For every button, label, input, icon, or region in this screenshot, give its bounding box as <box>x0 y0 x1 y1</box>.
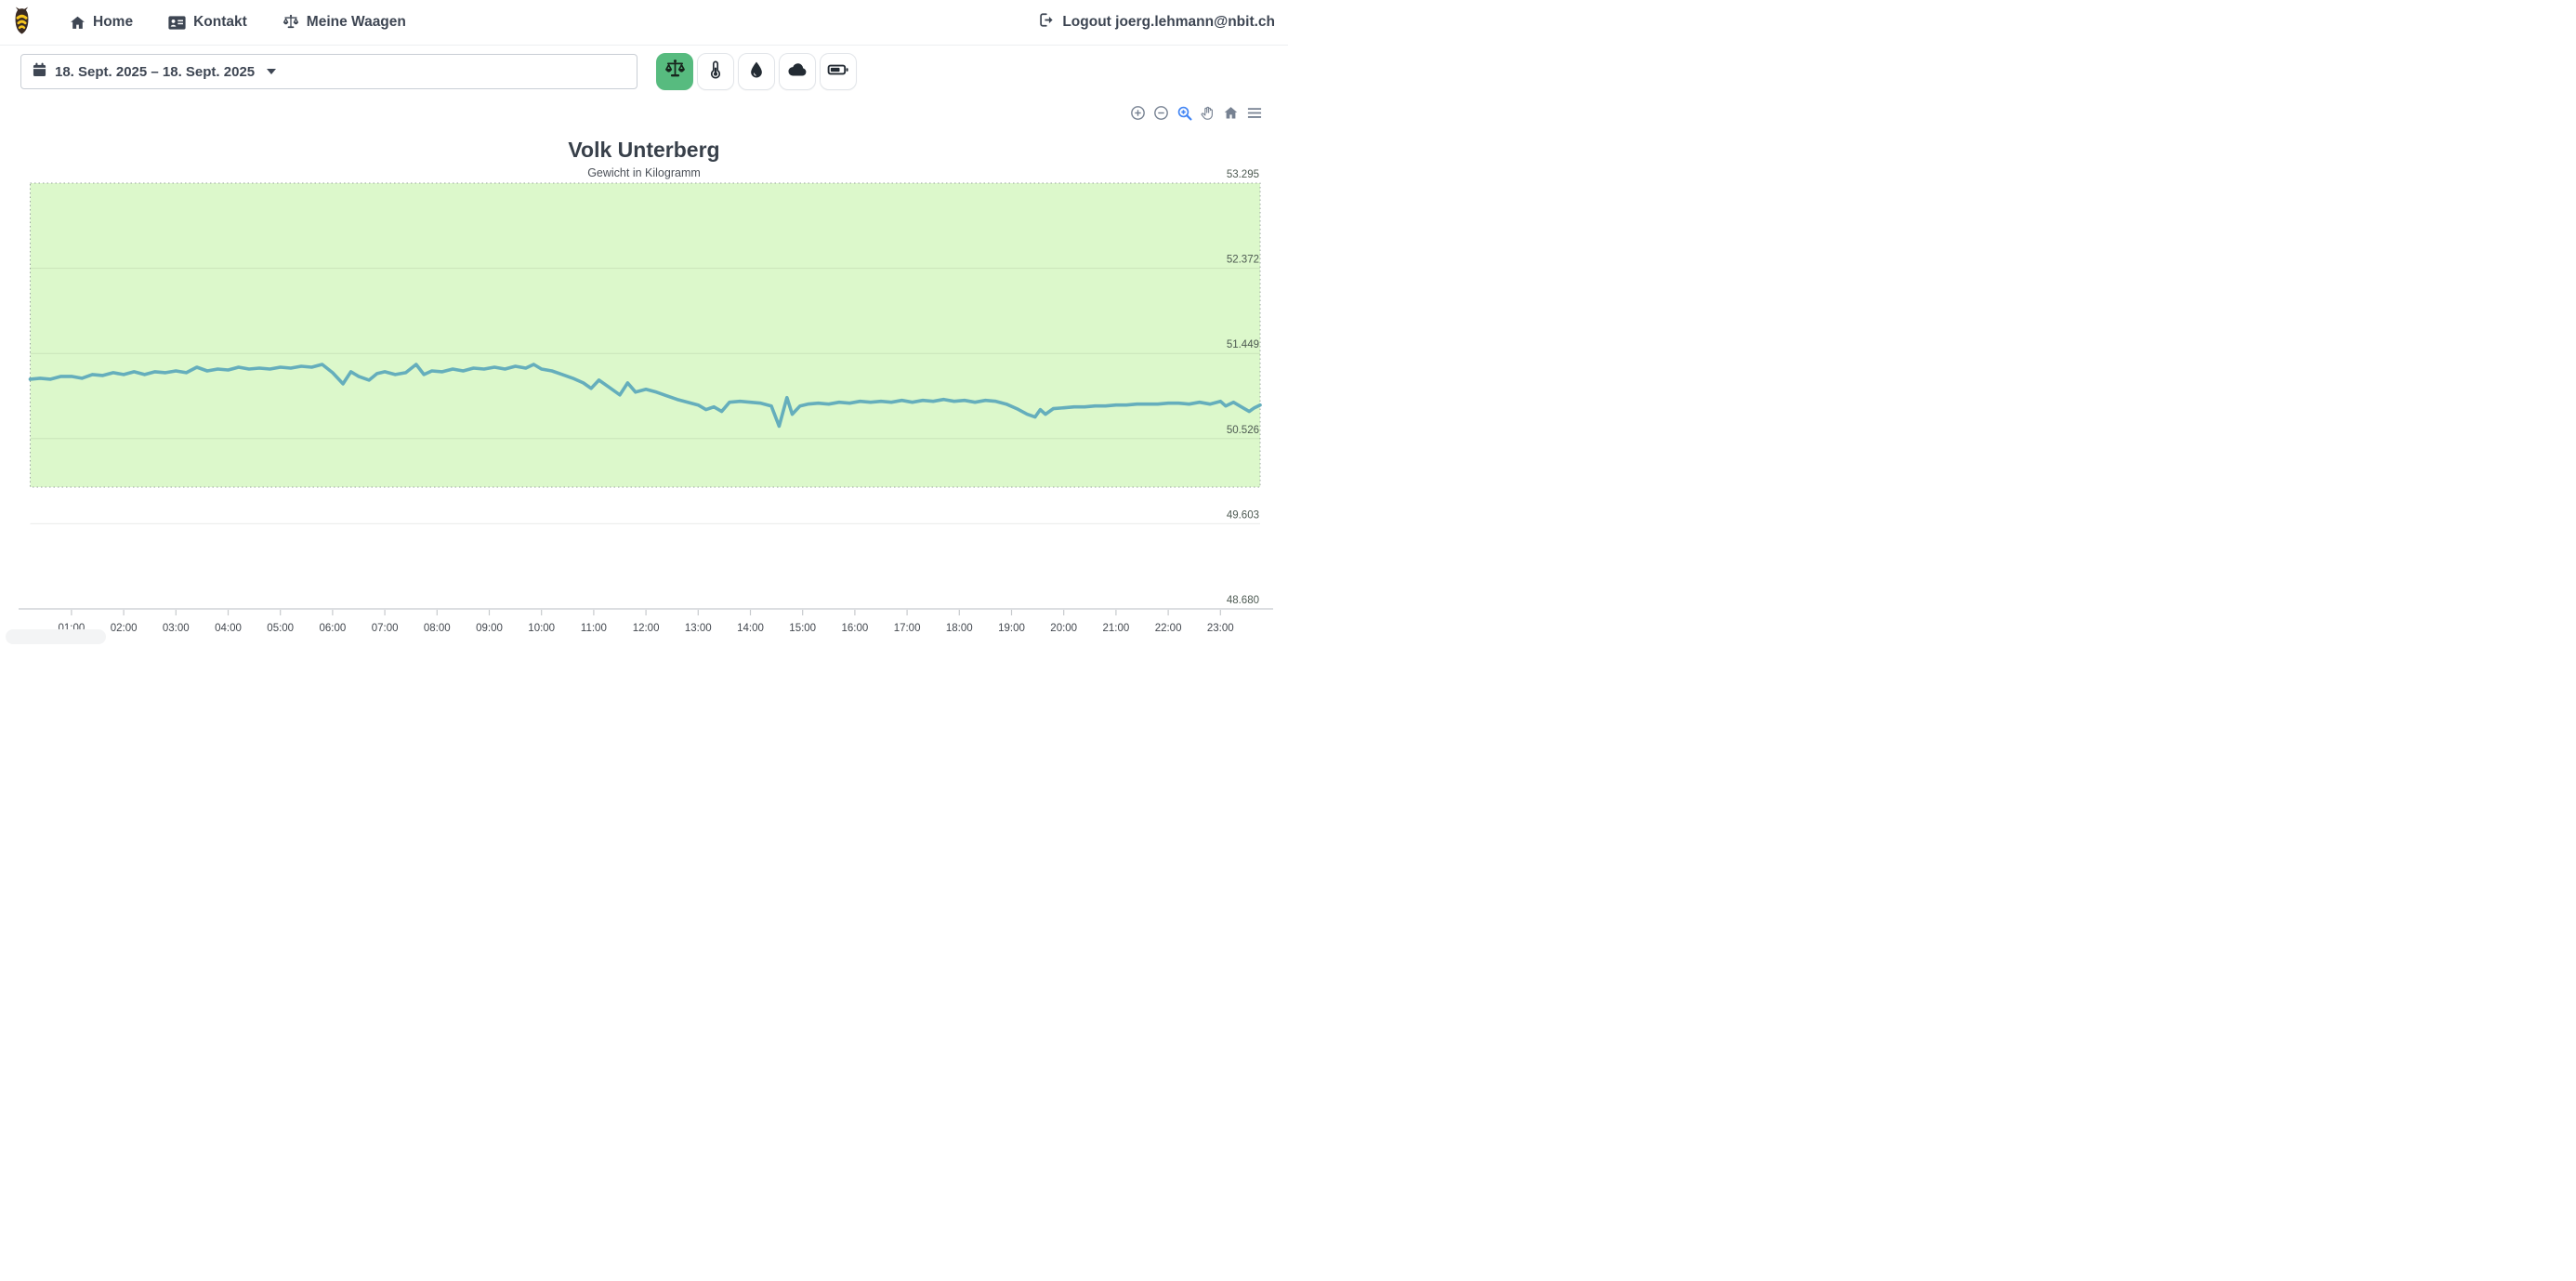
nav-item-label: Meine Waagen <box>306 14 406 30</box>
y-axis-label: 51.449 <box>1227 339 1259 350</box>
weight-line-series <box>28 363 1262 429</box>
chart-toolbar <box>1130 105 1262 121</box>
x-axis-label: 21:00 <box>1102 623 1129 634</box>
page: Home Kontakt <box>0 0 1288 644</box>
reset-home-icon[interactable] <box>1223 105 1239 121</box>
x-axis-label: 11:00 <box>581 623 607 634</box>
x-axis-label: 03:00 <box>163 623 190 634</box>
x-axis: 01:00 02:00 03:00 04:00 05:00 06:00 07:00 08:00… <box>19 608 1273 634</box>
x-axis-label: 12:00 <box>633 623 660 634</box>
y-axis-label: 50.526 <box>1227 425 1259 436</box>
x-axis-label: 19:00 <box>998 623 1025 634</box>
date-range-picker[interactable]: 18. Sept. 2025 – 18. Sept. 2025 <box>20 54 637 89</box>
filter-button-group <box>656 53 857 90</box>
x-axis-label: 20:00 <box>1050 623 1077 634</box>
filter-button-temperature[interactable] <box>697 53 734 90</box>
x-axis-label: 14:00 <box>737 623 764 634</box>
nav-item-home[interactable]: Home <box>70 14 133 31</box>
pan-icon[interactable] <box>1200 105 1216 121</box>
thermometer-icon <box>705 59 726 85</box>
calendar-icon <box>33 62 46 82</box>
nav-item-meine-waagen[interactable]: Meine Waagen <box>283 14 406 31</box>
address-card-icon <box>168 15 186 31</box>
zoom-out-icon[interactable] <box>1153 105 1169 121</box>
x-axis-label: 04:00 <box>215 623 242 634</box>
date-range-text: 18. Sept. 2025 – 18. Sept. 2025 <box>55 63 256 80</box>
navbar: Home Kontakt <box>0 0 1288 46</box>
link-preview-overlay <box>6 629 106 644</box>
chart-title: Volk Unterberg <box>568 138 719 162</box>
brand-link[interactable] <box>13 7 31 39</box>
y-axis-label: 48.680 <box>1227 595 1259 606</box>
home-icon <box>70 15 85 31</box>
target-range-band <box>30 182 1261 488</box>
x-axis-label: 02:00 <box>111 623 138 634</box>
filter-button-battery[interactable] <box>820 53 857 90</box>
logout-label: Logout joerg.lehmann@nbit.ch <box>1062 14 1275 30</box>
y-axis-labels: 53.295 52.372 51.449 50.526 49.603 48.680 <box>1227 169 1259 606</box>
nav-item-kontakt[interactable]: Kontakt <box>168 14 247 31</box>
scale-icon <box>283 14 299 31</box>
cloud-icon <box>786 59 808 86</box>
x-axis-label: 16:00 <box>842 623 869 634</box>
x-axis-label: 09:00 <box>476 623 503 634</box>
x-axis-label: 15:00 <box>789 623 816 634</box>
droplet-icon <box>747 60 766 84</box>
x-axis-label: 18:00 <box>946 623 973 634</box>
bee-logo <box>13 7 31 39</box>
nav-item-label: Home <box>93 14 134 30</box>
logout-link[interactable]: Logout joerg.lehmann@nbit.ch <box>1038 12 1275 33</box>
box-zoom-icon[interactable] <box>1176 105 1192 121</box>
x-axis-label: 05:00 <box>267 623 294 634</box>
zoom-in-icon[interactable] <box>1130 105 1146 121</box>
y-axis-label: 49.603 <box>1227 509 1259 521</box>
caret-down-icon <box>267 69 277 74</box>
x-axis-label: 23:00 <box>1207 623 1234 634</box>
x-axis-label: 17:00 <box>894 623 921 634</box>
x-axis-label: 06:00 <box>320 623 347 634</box>
gridlines <box>30 268 1260 524</box>
filter-button-weight[interactable] <box>656 53 693 90</box>
menu-icon[interactable] <box>1246 105 1262 121</box>
x-axis-label: 13:00 <box>685 623 712 634</box>
filter-button-humidity[interactable] <box>738 53 775 90</box>
scale-icon <box>664 59 686 85</box>
chart-canvas[interactable]: Volk Unterberg Gewicht in Kilogramm 01:0… <box>0 90 1288 640</box>
battery-icon <box>827 59 849 86</box>
x-axis-label: 22:00 <box>1155 623 1182 634</box>
y-axis-label: 52.372 <box>1227 255 1259 266</box>
x-axis-label: 08:00 <box>424 623 451 634</box>
sign-out-icon <box>1038 12 1054 33</box>
nav-item-label: Kontakt <box>193 14 247 30</box>
chart-area: Volk Unterberg Gewicht in Kilogramm 01:0… <box>0 90 1288 645</box>
chart-subtitle: Gewicht in Kilogramm <box>587 166 701 179</box>
y-axis-label: 53.295 <box>1227 169 1259 180</box>
filter-button-weather[interactable] <box>779 53 816 90</box>
weight-line <box>28 363 1262 429</box>
x-axis-label: 10:00 <box>528 623 555 634</box>
controls-row: 18. Sept. 2025 – 18. Sept. 2025 <box>0 52 1288 90</box>
x-axis-label: 07:00 <box>372 623 399 634</box>
